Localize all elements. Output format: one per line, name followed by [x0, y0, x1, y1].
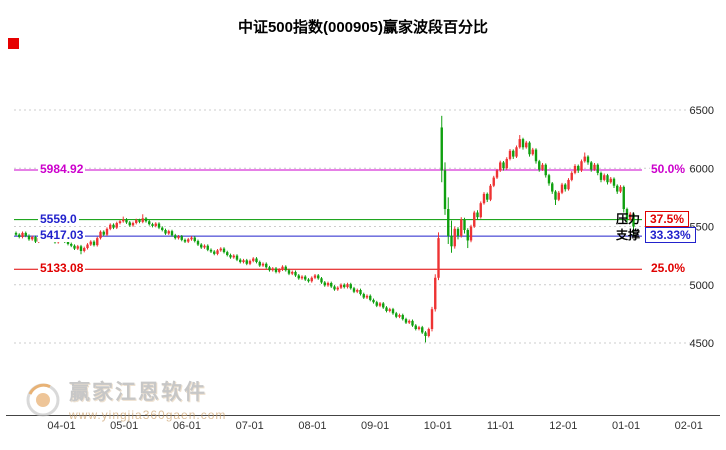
y-axis-label: 6500 — [690, 105, 714, 117]
x-axis-label: 08-01 — [298, 420, 326, 432]
x-axis: 04-01 05-01 06-01 07-01 08-01 09-01 10-01 11-01… — [6, 415, 720, 432]
x-axis-label: 06-01 — [173, 420, 201, 432]
level-price-label: 5984.92 — [38, 162, 86, 176]
x-axis-label: 05-01 — [110, 420, 138, 432]
red-corner-marker — [8, 38, 19, 49]
level-price-label: 5559.0 — [38, 211, 79, 226]
page-title: 中证500指数(000905)赢家波段百分比 — [237, 19, 489, 36]
level-tag-label: 压力 — [615, 211, 640, 226]
level-percent-label: 33.33% — [645, 227, 696, 244]
level-percent-label: 37.5% — [645, 210, 690, 227]
level-price-label: 5417.03 — [38, 228, 86, 243]
level-tag-label: 支撑 — [615, 228, 640, 243]
x-axis-label: 09-01 — [361, 420, 389, 432]
level-price-label: 5133.08 — [38, 261, 86, 276]
x-axis-label: 11-01 — [487, 420, 514, 432]
y-axis-label: 6000 — [690, 163, 714, 175]
x-axis-label: 07-01 — [236, 420, 264, 432]
level-percent-label: 50.0% — [650, 162, 687, 176]
x-axis-label: 12-01 — [549, 420, 577, 432]
y-axis-label: 5000 — [690, 280, 714, 292]
band-level-lines — [14, 169, 642, 270]
x-axis-label: 10-01 — [424, 420, 452, 432]
candles — [14, 115, 635, 343]
y-axis-label: 4500 — [690, 338, 714, 350]
level-percent-label: 25.0% — [650, 261, 687, 276]
x-axis-label: 02-01 — [675, 420, 703, 432]
x-axis-label: 01-01 — [612, 420, 640, 432]
x-axis-label: 04-01 — [47, 420, 75, 432]
